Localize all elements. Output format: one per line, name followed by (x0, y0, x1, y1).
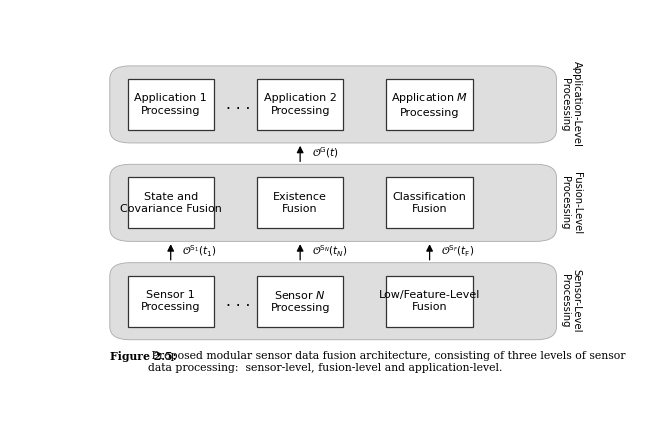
FancyBboxPatch shape (257, 276, 343, 327)
Text: Existence
Fusion: Existence Fusion (273, 192, 327, 214)
Text: $\mathcal{O}^{\mathrm{S}_1}(t_1)$: $\mathcal{O}^{\mathrm{S}_1}(t_1)$ (182, 244, 217, 259)
Text: Proposed modular sensor data fusion architecture, consisting of three levels of : Proposed modular sensor data fusion arch… (148, 351, 626, 373)
FancyBboxPatch shape (128, 276, 214, 327)
FancyBboxPatch shape (128, 177, 214, 228)
Text: Fusion-Level
Processing: Fusion-Level Processing (560, 172, 582, 234)
FancyBboxPatch shape (110, 66, 557, 143)
Text: Application 1
Processing: Application 1 Processing (134, 93, 207, 115)
Text: $\mathcal{O}^{\mathrm{G}}(t)$: $\mathcal{O}^{\mathrm{G}}(t)$ (312, 145, 339, 160)
Text: . . .: . . . (226, 294, 250, 309)
FancyBboxPatch shape (386, 276, 473, 327)
Text: Application 2
Processing: Application 2 Processing (264, 93, 337, 115)
FancyBboxPatch shape (386, 79, 473, 130)
Text: Sensor-Level
Processing: Sensor-Level Processing (560, 270, 582, 333)
Text: $\mathcal{O}^{\mathrm{S}_F}(t_{\mathrm{F}})$: $\mathcal{O}^{\mathrm{S}_F}(t_{\mathrm{F… (441, 244, 475, 259)
Text: Figure 2.5:: Figure 2.5: (110, 351, 176, 362)
FancyBboxPatch shape (257, 79, 343, 130)
FancyBboxPatch shape (128, 79, 214, 130)
FancyBboxPatch shape (110, 164, 557, 242)
Text: Sensor $N$
Processing: Sensor $N$ Processing (271, 289, 330, 314)
Text: Application-Level
Processing: Application-Level Processing (560, 61, 582, 147)
Text: Sensor 1
Processing: Sensor 1 Processing (141, 290, 200, 312)
Text: Classification
Fusion: Classification Fusion (392, 192, 466, 214)
FancyBboxPatch shape (257, 177, 343, 228)
Text: Application $M$
Processing: Application $M$ Processing (391, 91, 468, 118)
Text: $\mathcal{O}^{\mathrm{S}_N}(t_N)$: $\mathcal{O}^{\mathrm{S}_N}(t_N)$ (312, 244, 348, 259)
Text: State and
Covariance Fusion: State and Covariance Fusion (120, 192, 221, 214)
Text: . . .: . . . (226, 97, 250, 112)
FancyBboxPatch shape (386, 177, 473, 228)
Text: Low/Feature-Level
Fusion: Low/Feature-Level Fusion (379, 290, 480, 312)
FancyBboxPatch shape (110, 263, 557, 340)
